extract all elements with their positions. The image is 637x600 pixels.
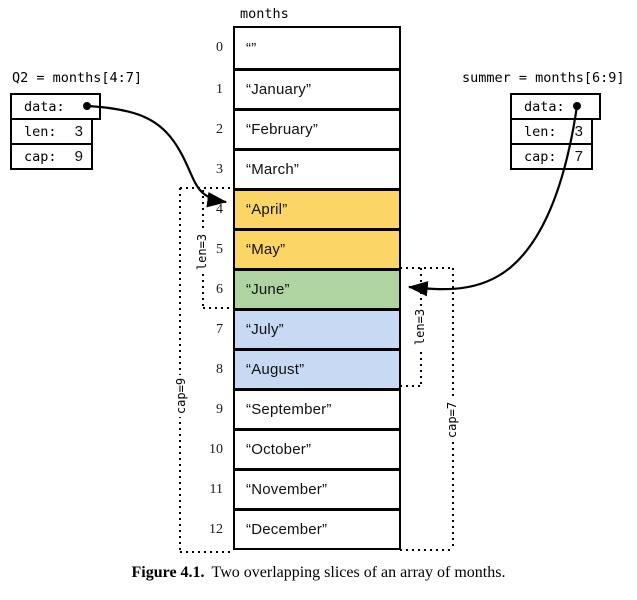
cell-value: “November” [246, 481, 328, 498]
q2-slice-struct: data: len: 3 cap: 9 [10, 93, 101, 170]
cell-index-label: 5 [216, 241, 223, 257]
cell-value: “December” [246, 521, 328, 538]
figure-caption: Figure 4.1. Two overlapping slices of an … [0, 564, 637, 582]
q2-slice-label: Q2 = months[4:7] [12, 70, 143, 86]
field-name: cap: [524, 148, 557, 165]
array-cell: 6 “June” [216, 268, 399, 308]
left-len-label: len=3 [194, 230, 210, 274]
q2-data-arrow [86, 104, 228, 208]
right-len-label: len=3 [412, 305, 428, 349]
cell-value: “January” [246, 81, 312, 98]
field-name: cap: [24, 148, 57, 165]
left-cap-label: cap=9 [173, 374, 189, 418]
right-cap-label: cap=7 [444, 398, 460, 442]
slice-field-row: cap: 7 [510, 143, 593, 170]
cell-index-label: 8 [216, 361, 223, 377]
array-cell: 3 “March” [216, 148, 399, 188]
field-name: data: [524, 98, 565, 115]
field-name: data: [24, 98, 65, 115]
caption-text: Two overlapping slices of an array of mo… [211, 564, 506, 581]
array-cell: 1 “January” [216, 68, 399, 108]
cell-index-label: 1 [216, 81, 223, 97]
array-cell: 2 “February” [216, 108, 399, 148]
cell-value: “” [246, 39, 257, 57]
slice-field-row: cap: 9 [10, 143, 93, 170]
cell-value: “June” [246, 281, 290, 298]
field-value: 3 [74, 123, 83, 140]
array-title: months [240, 6, 289, 22]
cell-value: “October” [246, 441, 312, 458]
cell-index-label: 9 [216, 401, 223, 417]
cell-value: “February” [246, 121, 319, 138]
cell-index-label: 7 [216, 321, 223, 337]
array-cell: 4 “April” [216, 188, 399, 228]
caption-number: Figure 4.1. [131, 564, 205, 581]
cell-index-label: 6 [216, 281, 223, 297]
slice-field-row: len: 3 [10, 118, 93, 145]
array-cell: 5 “May” [216, 228, 399, 268]
cell-index-label: 0 [216, 40, 223, 55]
cell-value: “September” [246, 401, 332, 418]
cell-value: “August” [246, 361, 305, 378]
field-value: 3 [574, 123, 583, 140]
summer-slice-struct: data: len: 3 cap: 7 [510, 93, 601, 170]
cell-index-label: 11 [209, 481, 223, 497]
cell-index-label: 12 [209, 521, 223, 537]
field-name: len: [24, 123, 57, 140]
slice-field-row: data: [510, 93, 601, 120]
array-cell: 9 “September” [216, 388, 399, 428]
cell-index-label: 3 [216, 161, 223, 177]
field-value: 9 [74, 148, 83, 165]
field-value: 7 [574, 148, 583, 165]
cell-value: “July” [246, 321, 284, 338]
summer-slice-label: summer = months[6:9] [462, 70, 625, 86]
cell-value: “March” [246, 161, 300, 178]
array-cell: 10 “October” [209, 428, 399, 468]
array-cell: 8 “August” [216, 348, 399, 388]
cell-value: “April” [246, 201, 288, 218]
cell-index-label: 10 [209, 441, 223, 457]
field-name: len: [524, 123, 557, 140]
months-array: 0 “” 1 “January” 2 “February” 3 “March” … [209, 26, 401, 550]
slice-field-row: len: 3 [510, 118, 593, 145]
array-cell: 7 “July” [216, 308, 399, 348]
array-cell: 0 “” [216, 28, 399, 68]
cell-value: “May” [246, 241, 286, 258]
cell-index-label: 4 [216, 201, 223, 217]
cell-index-label: 2 [216, 121, 223, 137]
slice-field-row: data: [10, 93, 101, 120]
array-cell: 11 “November” [210, 468, 399, 508]
array-cell: 12 “December” [209, 508, 399, 548]
